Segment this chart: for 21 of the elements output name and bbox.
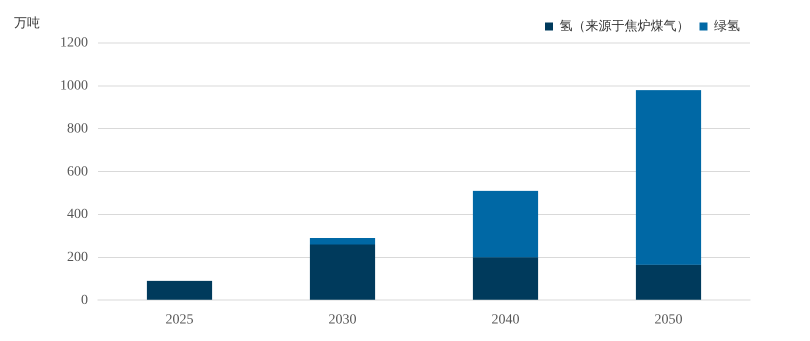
bar (472, 190, 538, 258)
y-tick-label: 600 (67, 164, 88, 180)
y-tick-label: 800 (67, 121, 88, 136)
legend-label: 氢（来源于焦炉煤气） (560, 18, 690, 34)
x-tick-label: 2040 (492, 312, 520, 328)
x-tick-label: 2030 (328, 312, 356, 328)
bar (146, 280, 212, 300)
y-tick-label: 1200 (60, 36, 88, 51)
x-tick-label: 2025 (166, 312, 194, 328)
y-axis-title: 万吨 (14, 15, 40, 32)
bar (310, 238, 376, 244)
bar (310, 244, 376, 300)
legend-label: 绿氢 (714, 18, 740, 34)
y-tick-label: 0 (81, 292, 88, 308)
y-tick-label: 1000 (60, 78, 88, 94)
y-tick-label: 200 (67, 250, 88, 266)
bar (636, 264, 702, 300)
x-tick-label: 2050 (654, 312, 682, 328)
bar (472, 257, 538, 300)
bar (636, 90, 702, 265)
y-tick-label: 400 (67, 207, 88, 222)
